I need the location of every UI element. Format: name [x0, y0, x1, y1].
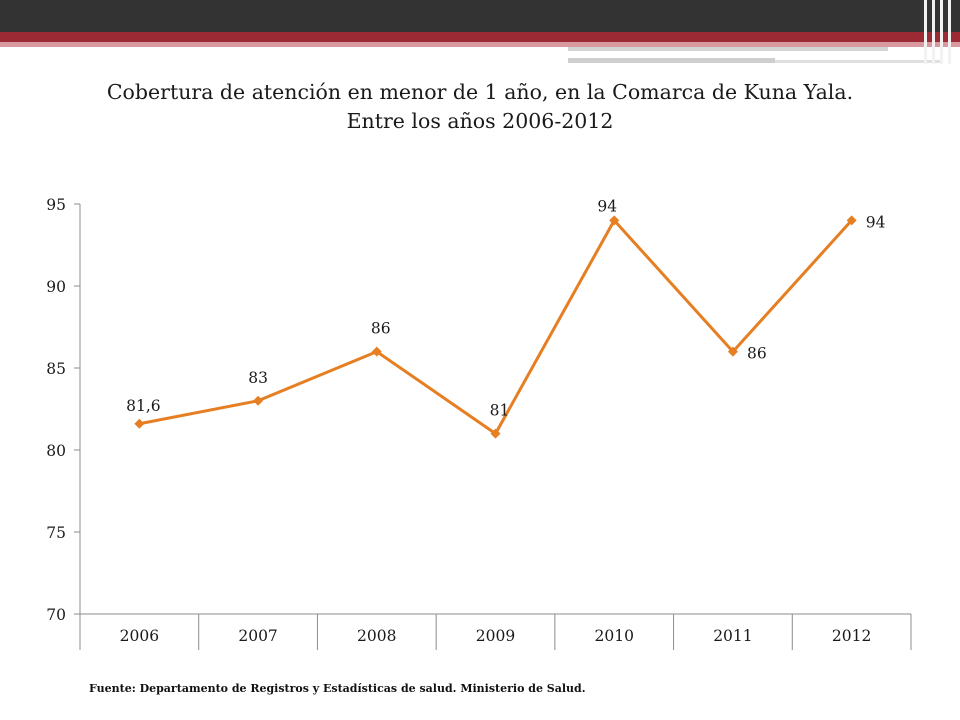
header-dark-band: [0, 0, 960, 32]
header-stripes: [924, 0, 952, 64]
header-accent-line: [775, 60, 943, 63]
y-tick-label: 75: [46, 524, 66, 542]
data-label: 83: [248, 369, 268, 387]
data-point-marker: [253, 395, 264, 406]
chart-title-line-1: Cobertura de atención en menor de 1 año,…: [106, 80, 854, 104]
data-point-marker: [371, 346, 382, 357]
x-tick-label: 2009: [476, 627, 515, 645]
y-tick-label: 70: [46, 606, 66, 624]
data-label: 81: [490, 402, 510, 420]
header-red-band: [0, 32, 960, 42]
data-label: 86: [371, 320, 391, 338]
header-pink-band: [0, 42, 960, 47]
data-point-marker: [727, 346, 738, 357]
chart-title-line-2: Entre los años 2006-2012: [346, 109, 614, 133]
data-point-marker: [134, 418, 145, 429]
data-label: 81,6: [126, 397, 161, 415]
x-tick-label: 2012: [832, 627, 871, 645]
chart-title: Cobertura de atención en menor de 1 año,…: [80, 78, 880, 136]
x-tick-label: 2006: [120, 627, 159, 645]
x-tick-label: 2008: [357, 627, 396, 645]
y-tick-label: 80: [46, 442, 66, 460]
data-label: 86: [747, 345, 767, 363]
x-tick-label: 2010: [594, 627, 633, 645]
data-point-marker: [490, 428, 501, 439]
data-label: 94: [866, 213, 886, 231]
header-accent-line: [568, 47, 888, 51]
y-tick-label: 90: [46, 278, 66, 296]
header-accent-line: [568, 58, 775, 63]
y-tick-label: 85: [46, 360, 66, 378]
x-tick-label: 2007: [238, 627, 277, 645]
data-point-marker: [609, 215, 620, 226]
data-label: 94: [597, 197, 617, 215]
source-note: Fuente: Departamento de Registros y Esta…: [89, 682, 586, 695]
y-tick-label: 95: [46, 196, 66, 214]
x-tick-label: 2011: [713, 627, 752, 645]
data-point-marker: [846, 215, 857, 226]
